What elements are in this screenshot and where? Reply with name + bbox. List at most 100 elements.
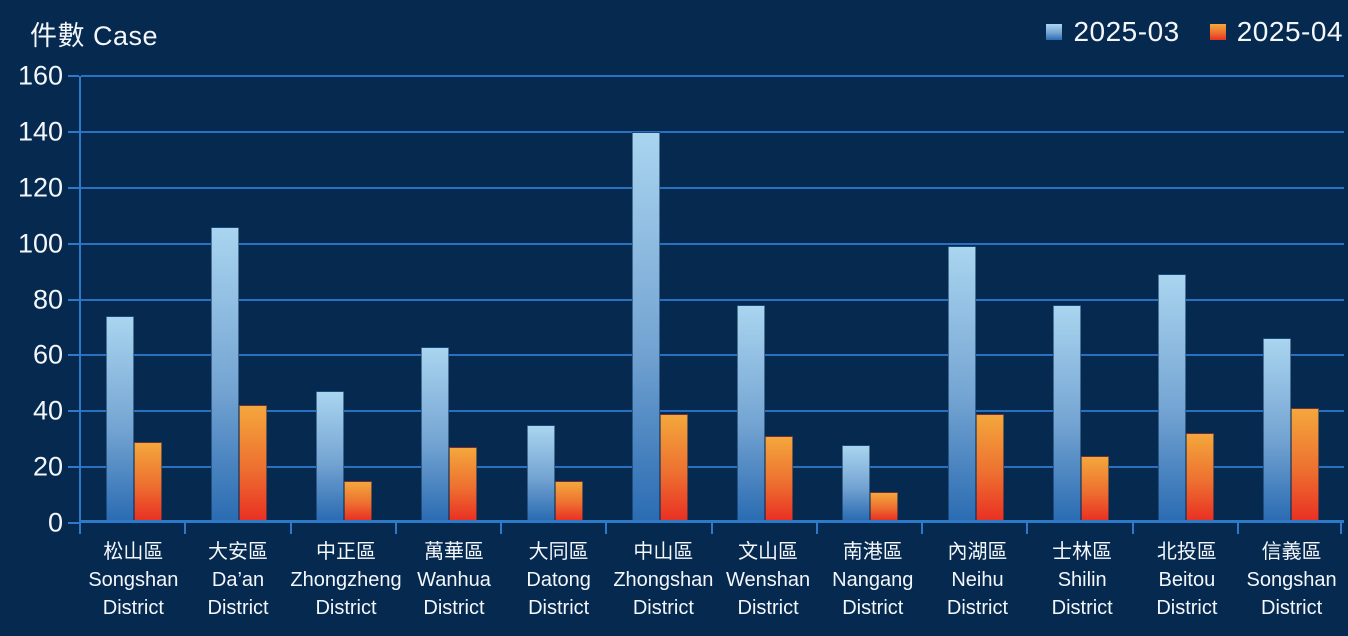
- gridline: [81, 130, 1344, 133]
- bar-group: [713, 76, 818, 520]
- x-category-label: 內湖區 Neihu District: [925, 538, 1030, 622]
- x-category-label: 文山區 Wenshan District: [716, 538, 821, 622]
- bar-2025-04[interactable]: [870, 492, 899, 520]
- legend-item-2025-03[interactable]: 2025-03: [1046, 16, 1179, 48]
- x-axis-tick: [605, 523, 607, 534]
- y-axis-tick: [68, 410, 79, 413]
- y-axis-tick: [68, 522, 79, 524]
- bar-2025-03[interactable]: [947, 246, 976, 520]
- x-category-label-line: Neihu: [951, 569, 1004, 591]
- bar-2025-03[interactable]: [1263, 338, 1292, 520]
- bar-group: [1134, 76, 1239, 520]
- x-category-label-line: Zhongshan: [613, 569, 714, 591]
- x-category-label-line: District: [528, 597, 590, 619]
- x-category-label-line: District: [423, 597, 485, 619]
- bar-2025-04[interactable]: [133, 442, 162, 520]
- bar-2025-03[interactable]: [210, 227, 239, 520]
- x-category-label: 萬華區 Wanhua District: [402, 538, 507, 622]
- bar-2025-04[interactable]: [344, 481, 373, 520]
- y-axis-labels: 0 20 40 60 80 100 120 140 160: [0, 62, 63, 536]
- x-category-label-line: Nangang: [832, 569, 914, 591]
- x-axis-ticks: [79, 523, 1344, 534]
- bar-2025-03[interactable]: [316, 391, 345, 520]
- x-category-label-line: 萬華區: [423, 541, 484, 563]
- x-category-label: 大同區 Datong District: [506, 538, 611, 622]
- x-axis-tick: [1340, 523, 1342, 534]
- bar-group: [923, 76, 1028, 520]
- gridline: [81, 298, 1344, 301]
- y-axis-title: 件數 Case: [30, 21, 159, 51]
- gridline: [81, 186, 1344, 189]
- legend-swatch-orange: [1209, 24, 1226, 40]
- bar-group: [397, 76, 502, 520]
- x-axis-tick: [711, 523, 713, 534]
- legend: 2025-03 2025-04: [1046, 16, 1343, 48]
- bar-group: [1239, 76, 1344, 520]
- bar-group: [1028, 76, 1133, 520]
- x-category-label-line: 士林區: [1052, 541, 1113, 563]
- x-category-label: 大安區 Da’an District: [186, 538, 291, 622]
- plot-area: [79, 75, 1344, 523]
- bar-2025-04[interactable]: [659, 414, 688, 520]
- bar-group: [607, 76, 712, 520]
- bar-2025-04[interactable]: [1080, 456, 1109, 520]
- x-category-label-line: 信義區: [1261, 541, 1322, 563]
- x-category-label: 士林區 Shilin District: [1030, 538, 1135, 622]
- x-category-label-line: District: [632, 597, 694, 619]
- gridline: [81, 410, 1344, 413]
- y-axis-tick-label: 140: [17, 116, 63, 147]
- y-axis-ticks: [68, 75, 79, 524]
- x-category-label-line: 北投區: [1156, 541, 1217, 563]
- bar-2025-04[interactable]: [1291, 408, 1320, 520]
- bar-2025-03[interactable]: [526, 425, 555, 520]
- bar-2025-04[interactable]: [449, 447, 478, 520]
- bar-2025-03[interactable]: [1052, 305, 1081, 520]
- x-axis-labels: 松山區 Songshan District 大安區 Da’an District 中正區 Zh…: [81, 538, 1344, 622]
- bar-2025-03[interactable]: [421, 347, 450, 520]
- x-category-label-line: Shilin: [1057, 569, 1107, 591]
- bar-2025-04[interactable]: [554, 481, 583, 520]
- x-axis-tick: [395, 523, 397, 534]
- x-category-label-line: 大同區: [528, 541, 589, 563]
- bar-2025-03[interactable]: [1158, 274, 1187, 520]
- bar-2025-04[interactable]: [1186, 433, 1215, 520]
- x-category-label-line: 內湖區: [947, 541, 1008, 563]
- x-category-label-line: Wenshan: [726, 569, 811, 591]
- bar-group: [818, 76, 923, 520]
- x-category-label-line: Zhongzheng: [290, 569, 402, 591]
- bar-2025-03[interactable]: [105, 316, 134, 520]
- bar-group: [292, 76, 397, 520]
- x-category-label-line: District: [842, 597, 904, 619]
- y-axis-tick-label: 40: [32, 395, 63, 426]
- gridline: [81, 466, 1344, 469]
- x-category-label-line: District: [737, 597, 799, 619]
- bar-2025-04[interactable]: [975, 414, 1004, 520]
- bar-2025-04[interactable]: [765, 436, 794, 520]
- bar-2025-03[interactable]: [631, 132, 660, 520]
- y-axis-tick-label: 120: [17, 172, 63, 203]
- x-axis-tick: [79, 523, 81, 534]
- y-axis-tick: [68, 242, 79, 245]
- x-category-label-line: Da’an: [211, 569, 265, 591]
- bar-groups: [81, 76, 1344, 520]
- x-category-label-line: District: [102, 597, 164, 619]
- bar-2025-03[interactable]: [737, 305, 766, 520]
- y-axis-tick-label: 80: [32, 284, 63, 314]
- bar-2025-03[interactable]: [842, 445, 871, 520]
- bar-group: [186, 76, 291, 520]
- x-category-label-line: District: [1051, 597, 1113, 619]
- legend-swatch-blue: [1046, 24, 1063, 40]
- x-category-label-line: District: [1156, 597, 1218, 619]
- legend-item-2025-04[interactable]: 2025-04: [1209, 16, 1343, 48]
- x-category-label-line: Wanhua: [417, 569, 491, 591]
- y-axis-tick: [68, 186, 79, 189]
- x-axis-tick: [1026, 523, 1028, 534]
- x-category-label-line: Songshan: [88, 569, 179, 591]
- x-category-label: 北投區 Beitou District: [1135, 538, 1240, 622]
- gridline: [81, 75, 1344, 77]
- y-axis-tick: [68, 298, 79, 301]
- bar-2025-04[interactable]: [238, 405, 267, 520]
- y-axis-tick-label: 160: [17, 60, 63, 91]
- x-axis-tick: [290, 523, 292, 534]
